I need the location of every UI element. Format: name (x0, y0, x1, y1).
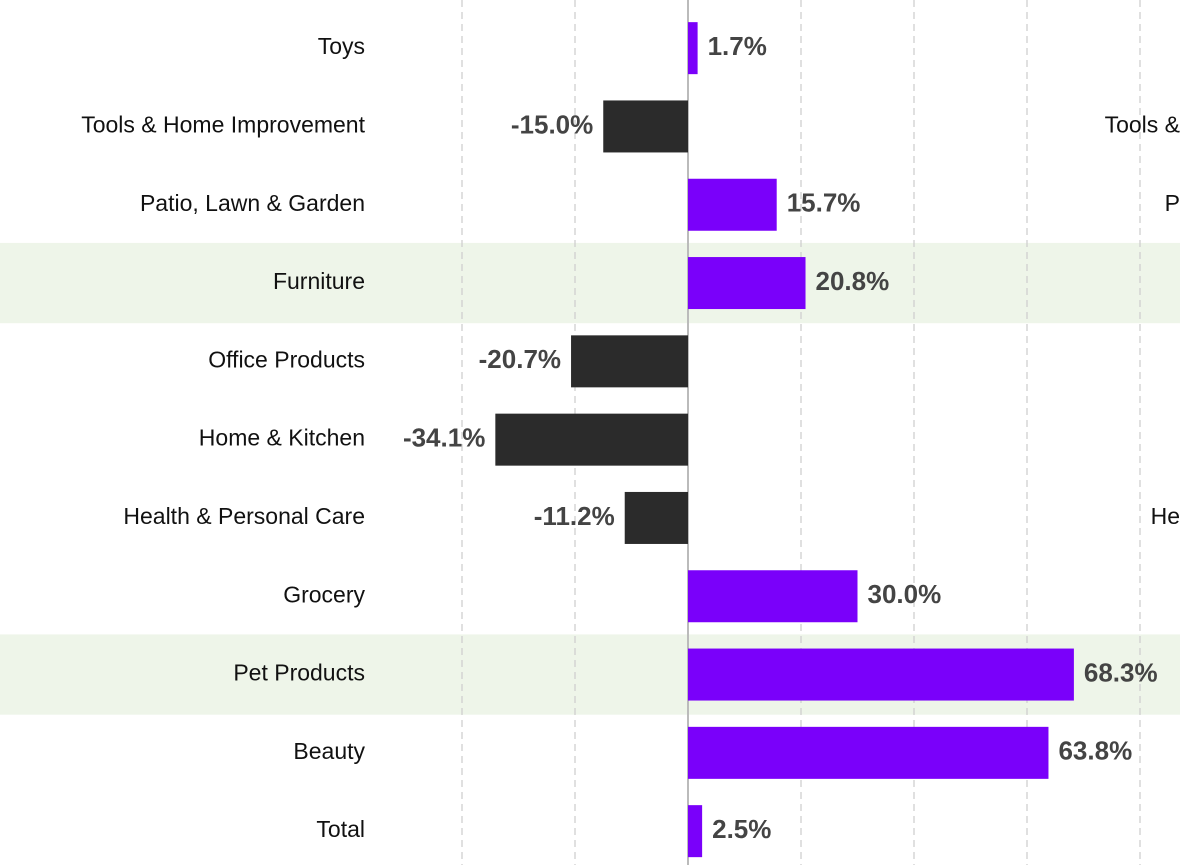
bar (688, 726, 1049, 779)
bar (624, 491, 688, 544)
bar (688, 257, 806, 310)
value-label: -20.7% (479, 344, 561, 374)
category-label: Grocery (283, 581, 365, 607)
value-label: 15.7% (787, 188, 861, 218)
category-label: Office Products (208, 346, 365, 372)
value-label: 2.5% (712, 814, 771, 844)
bar (688, 648, 1074, 701)
category-label: Total (316, 816, 365, 842)
highlight-band (0, 242, 1180, 324)
bar (688, 570, 858, 623)
category-label: Toys (318, 33, 365, 59)
category-label: Furniture (273, 268, 365, 294)
value-label: -11.2% (534, 501, 615, 531)
value-label: 1.7% (708, 31, 767, 61)
category-label: Home & Kitchen (199, 425, 365, 451)
bar (688, 805, 703, 858)
right-label: He (1151, 503, 1180, 529)
value-label: 30.0% (868, 579, 942, 609)
category-label: Tools & Home Improvement (81, 112, 365, 138)
highlight-bands (0, 242, 1180, 715)
value-label: -34.1% (403, 423, 485, 453)
bar (688, 178, 777, 231)
value-label: -15.0% (511, 109, 593, 139)
bar (495, 413, 688, 466)
value-label: 20.8% (816, 266, 890, 296)
value-label: 68.3% (1084, 657, 1158, 687)
bar (571, 335, 688, 388)
category-label: Beauty (293, 738, 365, 764)
category-label: Pet Products (233, 660, 365, 686)
bar (688, 22, 698, 75)
value-label: 63.8% (1058, 736, 1132, 766)
right-label: Tools & (1105, 112, 1180, 138)
bar (603, 100, 688, 153)
right-label: P (1165, 190, 1180, 216)
category-label: Patio, Lawn & Garden (140, 190, 365, 216)
category-label: Health & Personal Care (123, 503, 365, 529)
